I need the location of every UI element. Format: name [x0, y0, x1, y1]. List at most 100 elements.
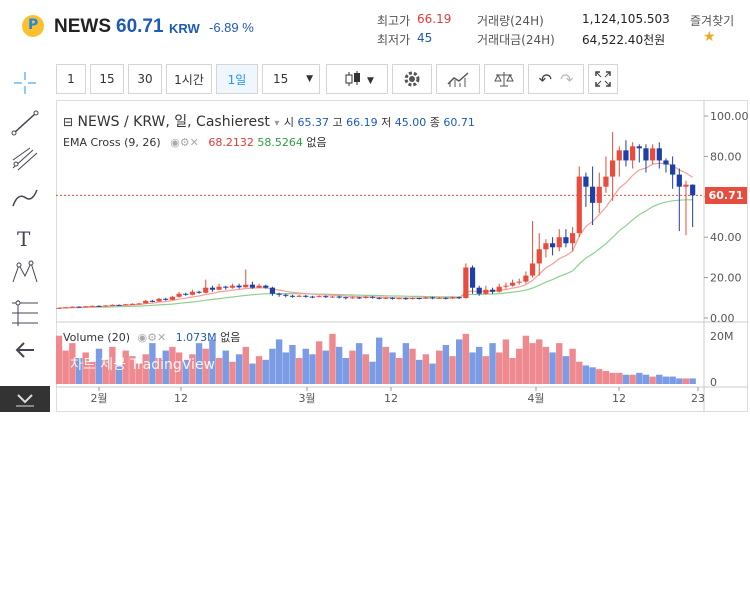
volume-bar [609, 372, 616, 384]
candle-body [309, 296, 316, 298]
volume-bar [576, 361, 583, 384]
interval-1m-button[interactable]: 1 [56, 64, 86, 94]
candle-body [536, 249, 542, 264]
volume-bar [469, 352, 476, 384]
fullscreen-button[interactable] [588, 64, 618, 94]
favorite-star-icon[interactable]: ★ [703, 29, 716, 45]
text-icon[interactable]: T [17, 227, 31, 251]
volume-bar [682, 378, 690, 384]
ema-extra: 없음 [306, 136, 327, 149]
ohlc-values: 시 65.37 고 66.19 저 45.00 종 60.71 [283, 116, 475, 129]
price-chart[interactable]: 100.0080.0060.0040.0020.000.0020M02월123월… [56, 100, 748, 412]
price-unit: KRW [169, 21, 200, 36]
candle-body [329, 296, 336, 298]
candle-body [590, 186, 596, 203]
tradingview-watermark: 차트 제공 TradingView [70, 357, 216, 373]
volume-bar [269, 348, 276, 384]
candle-body [650, 148, 656, 161]
interval-30m-button[interactable]: 30 [128, 64, 162, 94]
indicator-controls-icon[interactable]: ◉⚙✕ [137, 331, 167, 344]
candle-body [469, 267, 476, 288]
candle-body [503, 285, 509, 287]
indicator-controls-icon[interactable]: ◉⚙✕ [170, 136, 199, 149]
symbol-label: NEWS / KRW, 일, Cashierest [77, 114, 270, 130]
back-arrow-icon[interactable] [15, 342, 34, 358]
coin-symbol: NEWS [54, 16, 111, 37]
ema-slow-line [59, 199, 693, 309]
candle-body [276, 293, 282, 295]
chevron-down-icon[interactable]: ▾ [274, 118, 280, 129]
crosshair-icon[interactable] [14, 72, 36, 94]
volume-bar [662, 376, 670, 384]
candle-body [663, 160, 669, 165]
candle-body [563, 237, 569, 244]
volume-bar [189, 354, 196, 384]
volume-bar [215, 358, 223, 384]
interval-1h-button[interactable]: 1시간 [166, 64, 212, 94]
volume-bar [589, 367, 596, 384]
chart-type-dropdown[interactable]: ▼ [326, 64, 388, 94]
volume-bar [669, 376, 676, 384]
volume-bar [456, 339, 463, 384]
volume-bar [409, 348, 416, 384]
candle-body [363, 296, 369, 299]
chevron-down-icon: ▼ [306, 74, 313, 84]
candle-body [83, 306, 89, 308]
candle-body [396, 298, 402, 300]
favorite-label[interactable]: 즐겨찾기 [690, 14, 735, 28]
candle-body [429, 297, 436, 299]
undo-icon[interactable]: ↶ [538, 69, 552, 89]
volume-bar [636, 372, 643, 384]
exchange-logo-icon: P [22, 15, 44, 37]
volume-bar [289, 345, 296, 384]
chart-legend-main: ⊟ NEWS / KRW, 일, Cashierest ▾ 시 65.37 고 … [63, 111, 475, 131]
volume-bar [402, 343, 410, 384]
collapse-toolbar-button[interactable] [0, 386, 50, 412]
candle-body [603, 176, 609, 187]
candle-body [303, 295, 309, 297]
interval-dropdown[interactable]: 15 ▼ [262, 64, 320, 94]
volume-tick-label: 20M [710, 330, 734, 343]
compare-button[interactable] [484, 64, 524, 94]
volume-bar [295, 358, 303, 384]
volume-bar [462, 333, 470, 384]
candle-body [289, 295, 296, 297]
volume-bar [529, 343, 536, 384]
candle-body [643, 148, 649, 161]
candle-body [556, 237, 562, 248]
indicators-button[interactable] [436, 64, 480, 94]
interval-1d-button[interactable]: 1일 [216, 64, 258, 94]
candle-body [456, 297, 462, 299]
candle-body [529, 263, 536, 276]
volume-bar [582, 365, 590, 384]
settings-button[interactable] [392, 64, 432, 94]
candle-body [56, 307, 62, 309]
volume-bar [542, 346, 550, 384]
brush-icon[interactable] [12, 189, 38, 207]
collapse-icon[interactable]: ⊟ [63, 115, 74, 129]
interval-15m-button[interactable]: 15 [90, 64, 124, 94]
pitchfork-icon[interactable] [12, 147, 38, 171]
candle-body [436, 297, 442, 299]
volume-bar [302, 348, 309, 384]
volume-24h-value: 1,124,105.503 [582, 12, 670, 26]
candle-body [610, 160, 616, 177]
high-price-value: 66.19 [417, 12, 452, 26]
chart-frame [56, 100, 748, 412]
trendline-icon[interactable] [11, 110, 39, 136]
candle-body [543, 243, 549, 250]
candle-body [63, 307, 69, 309]
candle-body [443, 297, 449, 299]
volume-name: Volume (20) [63, 331, 130, 344]
volume-bar [622, 374, 630, 384]
redo-icon[interactable]: ↷ [560, 69, 574, 89]
undo-redo-group: ↶ ↷ [528, 64, 584, 94]
volume-bar [429, 363, 436, 384]
volume-bar [629, 374, 636, 384]
candle-body [196, 291, 202, 293]
volume-bar [129, 356, 136, 384]
candle-body [496, 286, 502, 292]
pattern-icon[interactable] [12, 260, 38, 283]
volume-24h-label: 거래량(24H) [477, 14, 544, 28]
measure-icon[interactable] [12, 300, 38, 326]
